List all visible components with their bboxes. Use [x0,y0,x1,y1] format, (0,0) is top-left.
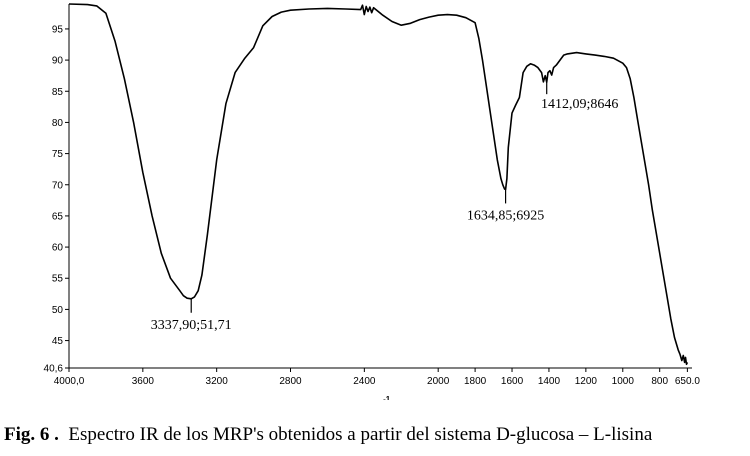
y-tick-label: 60 [52,243,64,254]
y-tick-label: 90 [52,56,64,67]
y-axis-ticks: 40,6 45 50 55 60 65 70 75 80 85 90 95 [44,24,69,375]
x-axis-label: cm-1 [366,395,391,400]
y-tick-label: 65 [52,211,64,222]
x-tick-label: 3600 [132,376,155,387]
y-tick-label: 85 [52,87,64,98]
y-tick-label: 40,6 [44,364,64,375]
y-tick-label: 95 [52,24,64,35]
x-tick-label: 3200 [206,376,229,387]
x-tick-label: 1400 [538,376,561,387]
ir-spectrum-chart: 40,6 45 50 55 60 65 70 75 80 85 90 95 4000,0 3600 320… [44,3,700,400]
x-tick-label: 2400 [353,376,376,387]
y-tick-label: 80 [52,118,64,129]
x-tick-label: 1600 [501,376,524,387]
annotation-label: 1412,09;8646 [541,97,618,112]
x-tick-label: 4000,0 [54,376,85,387]
x-tick-label: 800 [651,376,668,387]
y-tick-label: 70 [52,180,64,191]
x-axis-label-superscript: -1 [383,395,391,400]
figure-caption: Fig. 6 . Espectro IR de los MRP's obteni… [4,424,748,446]
x-tick-label: 2800 [279,376,302,387]
x-tick-label: 1000 [612,376,635,387]
x-tick-label: 650.0 [675,376,700,387]
y-tick-label: 55 [52,274,64,285]
y-tick-label: 75 [52,149,64,160]
annotation-label: 1634,85;6925 [467,208,544,223]
chart-axes [68,4,692,369]
spectrum-line [68,3,689,366]
annotation-label: 3337,90;51,71 [151,318,232,333]
x-axis-label-unit: cm [366,396,383,400]
peak-annotations: 3337,90;51,71 1634,85;6925 1412,09;8646 [151,82,618,333]
y-tick-label: 50 [52,305,64,316]
x-tick-label: 1200 [575,376,598,387]
figure-caption-text: Espectro IR de los MRP's obtenidos a par… [68,424,653,445]
x-tick-label: 1800 [464,376,487,387]
x-axis-ticks: 4000,0 3600 3200 2800 2400 2000 1800 1600 1400 12… [54,368,700,387]
y-tick-label: 45 [52,336,64,347]
x-tick-label: 2000 [427,376,450,387]
figure-caption-label: Fig. 6 . [4,424,59,445]
